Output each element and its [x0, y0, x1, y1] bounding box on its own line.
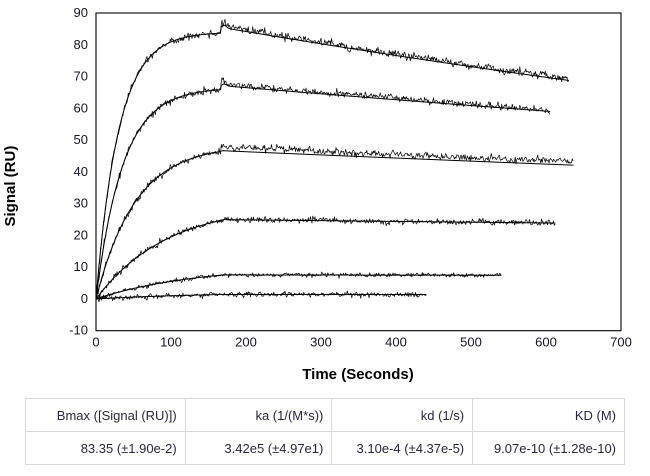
svg-text:30: 30 [74, 196, 88, 211]
svg-text:500: 500 [460, 335, 482, 350]
svg-text:700: 700 [610, 335, 632, 350]
svg-text:90: 90 [74, 5, 88, 20]
svg-text:100: 100 [160, 335, 182, 350]
svg-text:200: 200 [235, 335, 257, 350]
svg-text:400: 400 [385, 335, 407, 350]
svg-text:-10: -10 [69, 323, 88, 338]
svg-text:600: 600 [535, 335, 557, 350]
svg-text:300: 300 [310, 335, 332, 350]
svg-text:0: 0 [92, 335, 99, 350]
svg-text:20: 20 [74, 227, 88, 242]
svg-text:60: 60 [74, 100, 88, 115]
svg-text:80: 80 [74, 37, 88, 52]
svg-text:40: 40 [74, 164, 88, 179]
svg-text:70: 70 [74, 69, 88, 84]
svg-text:50: 50 [74, 132, 88, 147]
svg-text:10: 10 [74, 259, 88, 274]
svg-text:0: 0 [81, 291, 88, 306]
